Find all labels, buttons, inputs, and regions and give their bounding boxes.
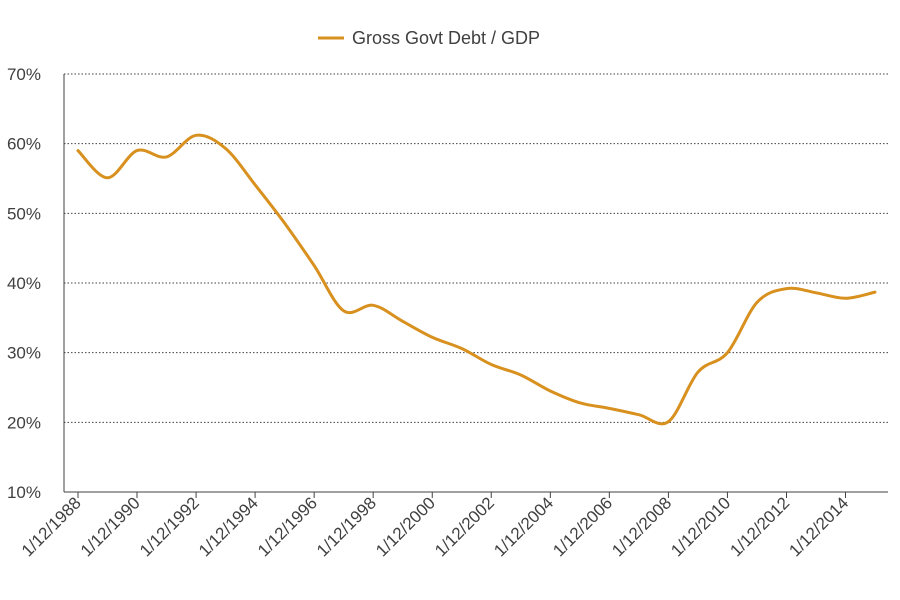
x-tick-label: 1/12/1990 [77, 493, 144, 560]
x-tick-label: 1/12/1994 [195, 493, 262, 560]
data-point [814, 291, 818, 295]
x-tick-label: 1/12/1998 [313, 493, 380, 560]
y-tick-label: 40% [7, 274, 41, 293]
data-point [312, 264, 316, 268]
x-tick-label: 1/12/1996 [254, 493, 321, 560]
data-point [519, 373, 523, 377]
data-point [725, 351, 729, 355]
x-tick-label: 1/12/1988 [18, 493, 85, 560]
x-tick-label: 1/12/2008 [608, 493, 675, 560]
data-point [371, 303, 375, 307]
data-point [637, 413, 641, 417]
legend-label-gross-govt-debt: Gross Govt Debt / GDP [352, 28, 540, 48]
data-point [489, 363, 493, 367]
data-point [873, 290, 877, 294]
series-layer [76, 133, 877, 426]
y-tick-label: 60% [7, 135, 41, 154]
y-tick-label: 70% [7, 65, 41, 84]
data-point [607, 406, 611, 410]
x-tick-label: 1/12/2014 [785, 493, 852, 560]
data-point [666, 420, 670, 424]
data-point [135, 149, 139, 153]
data-point [401, 319, 405, 323]
data-point [844, 296, 848, 300]
data-point [106, 176, 110, 180]
x-tick-label: 1/12/2004 [490, 493, 557, 560]
x-tick-label: 1/12/1992 [136, 493, 203, 560]
data-point [696, 370, 700, 374]
data-point [578, 401, 582, 405]
data-point [283, 221, 287, 225]
data-point [253, 183, 257, 187]
data-point [194, 133, 198, 137]
data-point [342, 309, 346, 313]
gridlines [64, 73, 888, 423]
x-tick-label: 1/12/2006 [549, 493, 616, 560]
y-tick-label: 10% [7, 483, 41, 502]
y-tick-label: 30% [7, 344, 41, 363]
data-point [165, 155, 169, 159]
data-point [430, 335, 434, 339]
x-tick-label: 1/12/2000 [372, 493, 439, 560]
x-tick-label: 1/12/2002 [431, 493, 498, 560]
data-point [785, 287, 789, 291]
axes [63, 74, 888, 498]
data-point [755, 301, 759, 305]
y-tick-label: 50% [7, 204, 41, 223]
series-line-gross-govt-debt [76, 133, 877, 426]
chart-legend: Gross Govt Debt / GDP [318, 28, 540, 48]
data-point [460, 347, 464, 351]
data-point [224, 147, 228, 151]
data-point [548, 389, 552, 393]
y-tick-label: 20% [7, 413, 41, 432]
data-point [76, 149, 80, 153]
x-axis-tick-labels: 1/12/19881/12/19901/12/19921/12/19941/12… [18, 493, 852, 560]
y-axis-tick-labels: 10% 20% 30% 40% 50% 60% 70% [7, 65, 41, 502]
x-tick-label: 1/12/2010 [667, 493, 734, 560]
x-tick-label: 1/12/2012 [726, 493, 793, 560]
